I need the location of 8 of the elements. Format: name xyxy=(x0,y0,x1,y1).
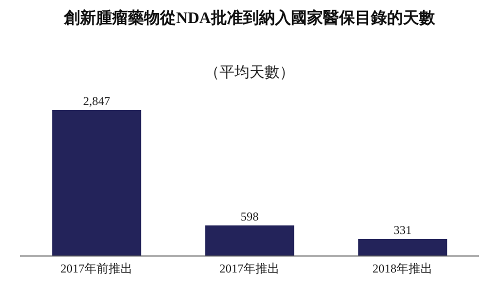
chart-subtitle: （平均天數） xyxy=(204,64,296,82)
chart-title: 創新腫瘤藥物從NDA批准到納入國家醫保目錄的天數 xyxy=(62,8,436,29)
x-tick-label: 2017年推出 xyxy=(220,262,280,276)
x-tick-label: 2017年前推出 xyxy=(60,262,132,276)
data-label: 2,847 xyxy=(83,94,110,108)
data-label: 331 xyxy=(394,223,412,238)
x-tick-label: 2018年推出 xyxy=(372,262,432,276)
data-label: 598 xyxy=(240,209,259,224)
